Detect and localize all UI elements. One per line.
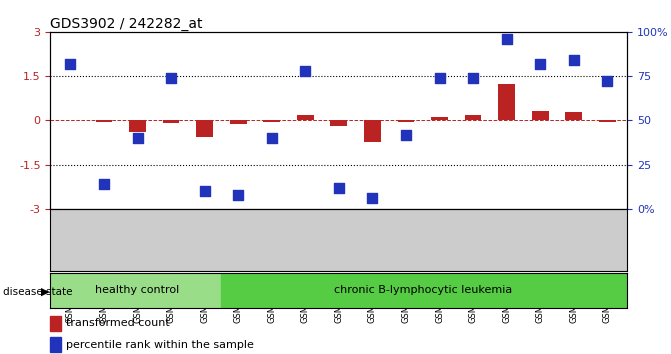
Bar	[263, 120, 280, 121]
Point	[333, 185, 344, 190]
Text: ▶: ▶	[40, 287, 49, 297]
Bar	[599, 120, 615, 121]
Text: chronic B-lymphocytic leukemia: chronic B-lymphocytic leukemia	[333, 285, 512, 295]
Text: transformed count: transformed count	[66, 318, 170, 329]
Bar	[50, 337, 60, 352]
Point	[434, 75, 445, 81]
Point	[535, 61, 546, 67]
Point	[468, 75, 478, 81]
Bar	[95, 120, 112, 122]
Text: percentile rank within the sample: percentile rank within the sample	[66, 339, 254, 350]
Point	[568, 57, 579, 63]
Text: GDS3902 / 242282_at: GDS3902 / 242282_at	[50, 17, 203, 31]
Bar	[431, 117, 448, 120]
Bar	[162, 120, 179, 123]
Point	[401, 132, 411, 137]
Point	[300, 68, 311, 74]
Point	[367, 195, 378, 201]
Point	[166, 75, 176, 81]
Point	[199, 188, 210, 194]
Bar	[330, 120, 347, 126]
Bar	[196, 120, 213, 137]
Point	[132, 135, 143, 141]
Text: disease state: disease state	[3, 287, 73, 297]
Bar	[221, 273, 627, 308]
Point	[501, 36, 512, 42]
Point	[233, 192, 244, 198]
Bar	[565, 112, 582, 120]
Bar	[297, 115, 313, 120]
Bar	[229, 120, 246, 124]
Point	[602, 79, 613, 84]
Point	[99, 181, 109, 187]
Bar	[364, 120, 380, 142]
Bar	[531, 111, 548, 120]
Bar	[50, 316, 60, 331]
Point	[65, 61, 76, 67]
Text: healthy control: healthy control	[95, 285, 180, 295]
Bar	[464, 115, 481, 120]
Bar	[129, 120, 146, 132]
Point	[266, 135, 277, 141]
Bar	[397, 120, 414, 121]
Bar	[50, 273, 221, 308]
Bar	[498, 84, 515, 120]
